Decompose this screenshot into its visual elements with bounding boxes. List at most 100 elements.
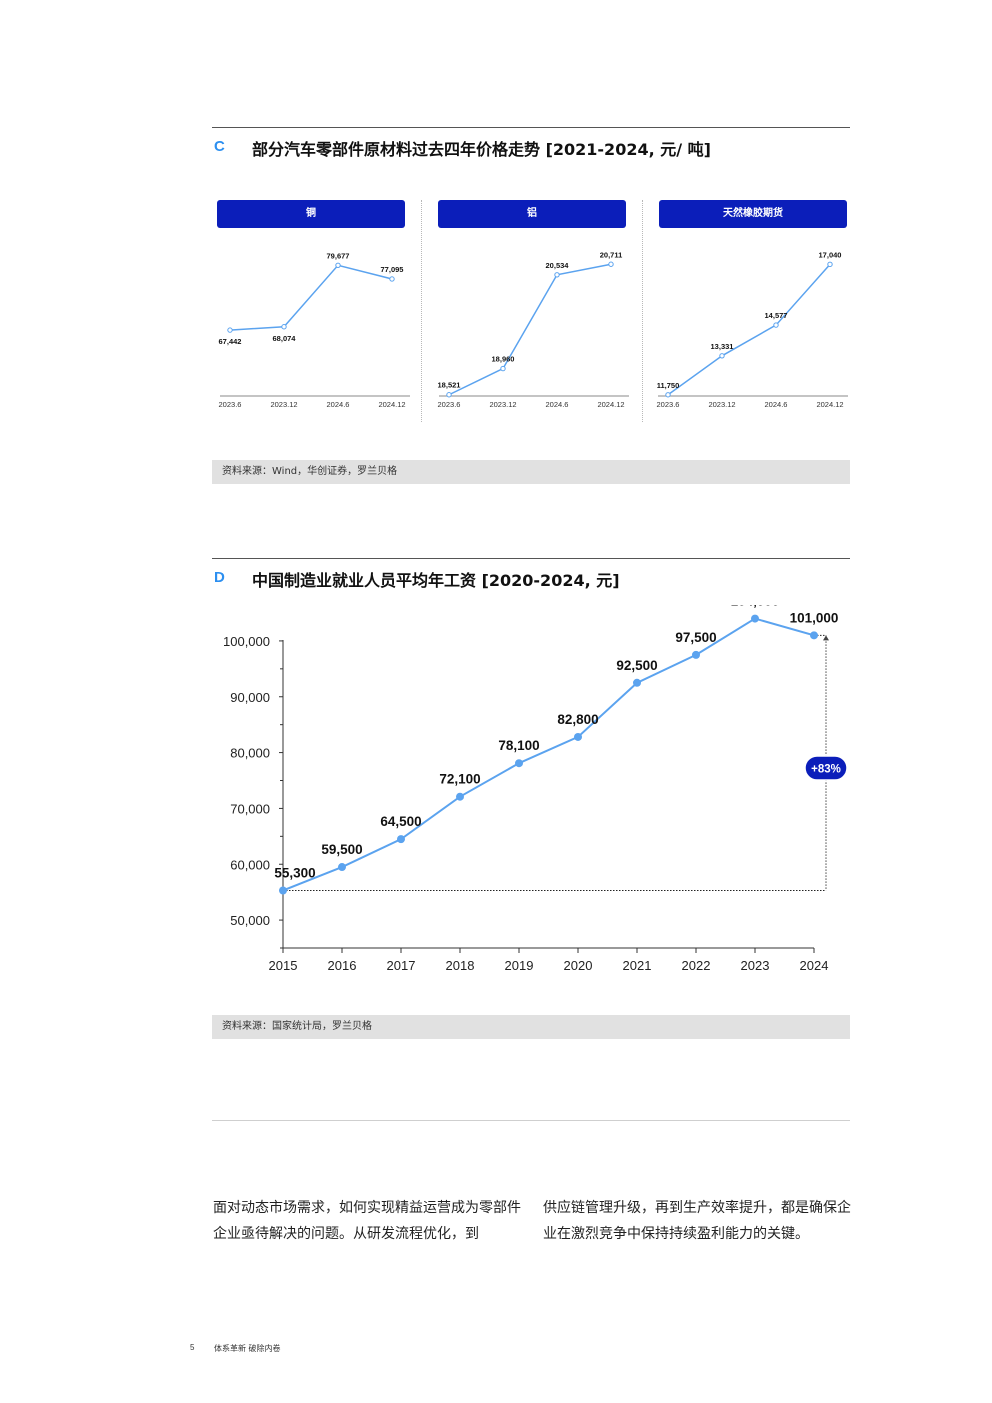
data-label: 64,500	[380, 814, 421, 829]
data-point	[810, 631, 818, 640]
panel-separator	[642, 200, 643, 422]
series-line	[282, 617, 815, 892]
data-point	[827, 261, 833, 268]
series-line	[229, 264, 393, 331]
x-tick-label: 2015	[269, 958, 298, 973]
data-point	[279, 886, 287, 895]
copper-price-chart: 67,442 2023.6 68,074 2023.12 79,677 2024.6 77,…	[219, 251, 410, 409]
y-tick-label: 90,000	[230, 690, 270, 705]
data-point	[554, 272, 560, 278]
data-point	[574, 732, 582, 741]
x-tick-label: 2024.6	[327, 400, 350, 409]
series-line	[448, 263, 612, 396]
section-c-rule	[212, 127, 850, 128]
data-label: 55,300	[274, 865, 315, 880]
rubber-futures-price-chart: 11,750 2023.6 13,331 2023.12 14,577 2024.6 17,…	[657, 250, 848, 409]
data-label: 13,331	[711, 342, 734, 351]
data-point	[397, 835, 405, 844]
x-tick-label: 2023.12	[489, 400, 516, 409]
x-tick-label: 2023.6	[438, 400, 461, 409]
x-tick-label: 2023	[741, 958, 770, 973]
section-d-source-text: 资料来源：国家统计局，罗兰贝格	[222, 1021, 372, 1032]
data-label: 68,074	[273, 334, 297, 343]
x-tick-label: 2016	[328, 958, 357, 973]
data-point	[456, 792, 464, 801]
data-point	[389, 276, 395, 282]
growth-badge-label: +83%	[811, 764, 841, 776]
section-c-source: 资料来源：Wind，华创证券，罗兰贝格	[212, 460, 850, 484]
data-label: 72,100	[439, 772, 480, 787]
section-d-letter: D	[214, 569, 225, 586]
data-label: 11,750	[657, 381, 680, 390]
data-label: 78,100	[498, 738, 539, 753]
x-tick-label: 2024	[800, 958, 829, 973]
data-point	[335, 262, 341, 269]
wage-line-chart: 50,000 60,000 70,000 80,000 90,000 100,000 201…	[223, 605, 848, 973]
x-tick-label: 2023.12	[708, 400, 735, 409]
divider	[212, 1120, 850, 1121]
x-tick-label: 2023.6	[219, 400, 242, 409]
section-c-letter: C	[214, 138, 225, 155]
panel-copper-header: 铜	[217, 200, 405, 228]
data-point	[608, 261, 614, 267]
x-tick-label: 2022	[682, 958, 711, 973]
panel-separator	[421, 200, 422, 422]
data-point	[227, 327, 233, 333]
growth-arrow-head	[823, 635, 829, 641]
x-tick-label: 2024.6	[546, 400, 569, 409]
x-tick-label: 2023.6	[657, 400, 680, 409]
data-point	[692, 650, 700, 659]
data-label: 67,442	[219, 337, 242, 346]
data-label: 20,534	[546, 261, 570, 270]
data-label: 97,500	[675, 630, 716, 645]
data-label: 17,040	[819, 250, 842, 259]
data-label: 20,711	[600, 250, 623, 259]
x-tick-label: 2024.12	[816, 400, 843, 409]
panel-aluminum-header: 铝	[438, 200, 626, 228]
data-point	[633, 678, 641, 687]
y-tick-label: 70,000	[230, 801, 270, 816]
data-point	[281, 324, 287, 330]
data-label: 18,521	[438, 381, 461, 390]
x-tick-label: 2023.12	[270, 400, 297, 409]
page-number: 5	[190, 1343, 195, 1352]
section-d-source: 资料来源：国家统计局，罗兰贝格	[212, 1015, 850, 1039]
data-label: 82,800	[557, 712, 598, 727]
x-tick-label: 2021	[623, 958, 652, 973]
data-point	[338, 863, 346, 872]
data-point	[719, 353, 725, 359]
data-label: 79,677	[327, 251, 350, 260]
x-tick-label: 2024.12	[597, 400, 624, 409]
x-tick-label: 2017	[387, 958, 416, 973]
footer-title: 体系革新 破除内卷	[214, 1344, 281, 1353]
x-tick-label: 2019	[505, 958, 534, 973]
section-c-source-text: 资料来源：Wind，华创证券，罗兰贝格	[222, 466, 398, 477]
aluminum-price-chart: 18,521 2023.6 18,960 2023.12 20,534 2024.6 20,…	[438, 250, 629, 409]
data-label: 18,960	[492, 355, 515, 364]
body-paragraph-right: 供应链管理升级，再到生产效率提升，都是确保企业在激烈竞争中保持持续盈利能力的关键…	[543, 1200, 851, 1242]
y-tick-label: 80,000	[230, 746, 270, 761]
y-tick-label: 50,000	[230, 913, 270, 928]
section-c-title: 部分汽车零部件原材料过去四年价格走势 [2021-2024, 元/ 吨]	[252, 140, 711, 159]
x-tick-label: 2020	[564, 958, 593, 973]
data-point	[446, 392, 452, 398]
y-tick-label: 100,000	[223, 634, 270, 649]
data-point	[665, 392, 671, 398]
x-tick-label: 2018	[446, 958, 475, 973]
x-tick-label: 2024.12	[378, 400, 405, 409]
data-label: 101,000	[790, 610, 839, 625]
series-line	[667, 263, 831, 396]
data-point	[500, 365, 506, 372]
body-paragraph-left: 面对动态市场需求，如何实现精益运营成为零部件企业亟待解决的问题。从研发流程优化，…	[213, 1200, 521, 1242]
data-point	[751, 614, 759, 623]
data-label: 92,500	[616, 658, 657, 673]
section-d-rule	[212, 558, 850, 559]
data-point	[515, 759, 523, 768]
panel-rubber-header: 天然橡胶期货	[659, 200, 847, 228]
data-label: 77,095	[381, 265, 404, 274]
data-label: 59,500	[321, 842, 362, 857]
section-d-title: 中国制造业就业人员平均年工资 [2020-2024, 元]	[252, 571, 620, 590]
x-tick-label: 2024.6	[765, 400, 788, 409]
data-point	[773, 322, 779, 328]
data-label: 104,000	[731, 605, 780, 609]
